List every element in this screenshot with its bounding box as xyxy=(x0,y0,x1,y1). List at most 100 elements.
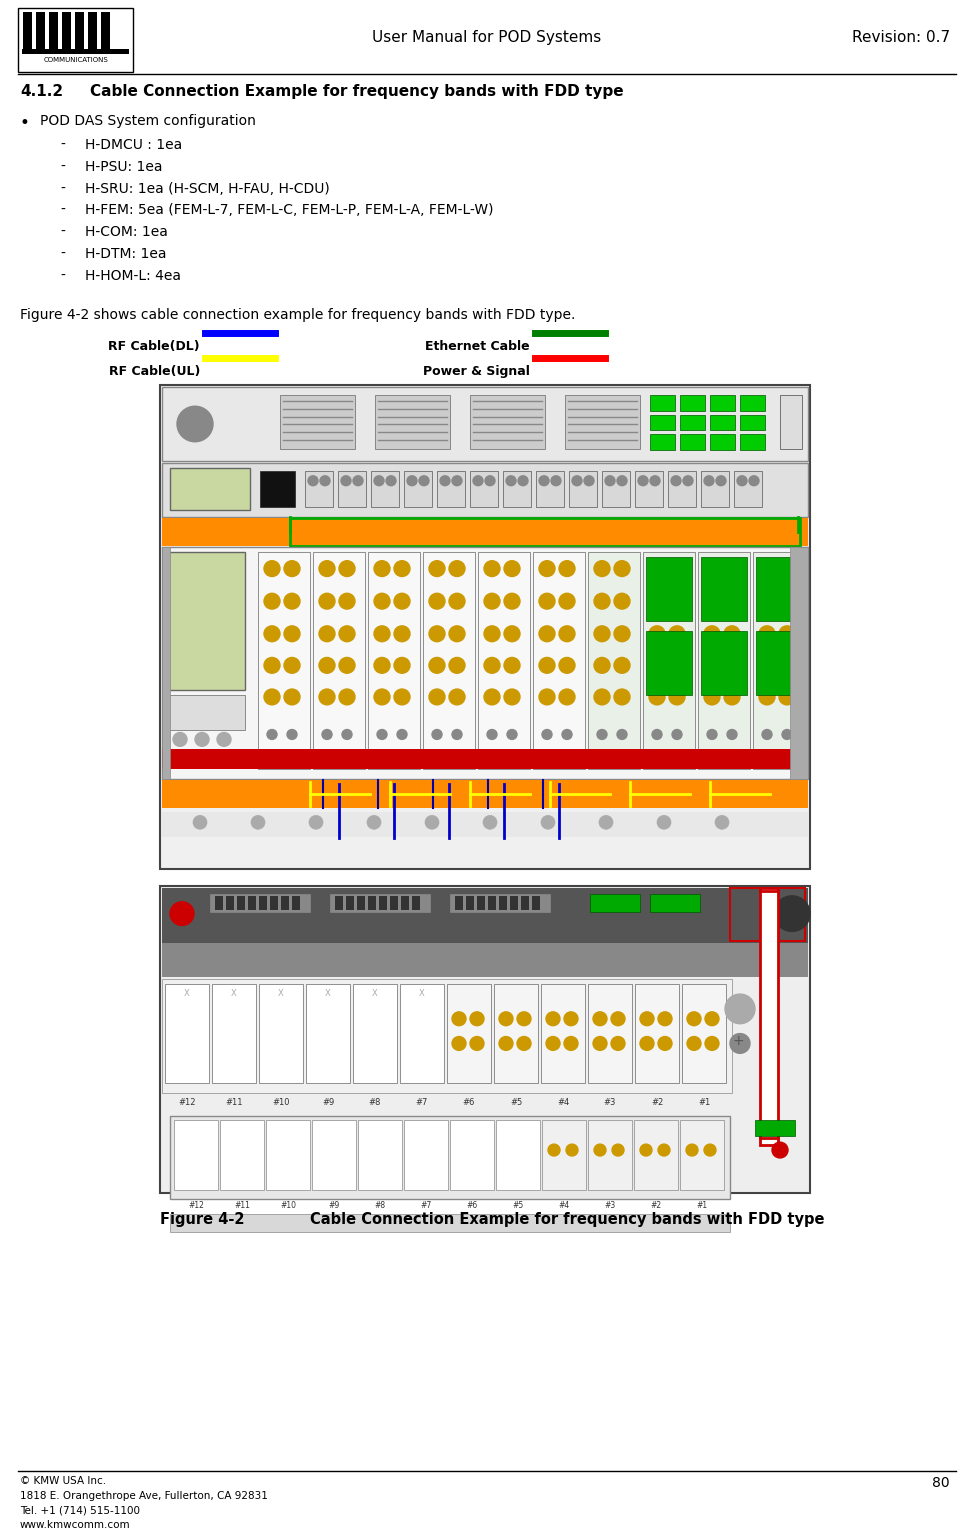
Text: #2: #2 xyxy=(651,1201,661,1210)
Bar xyxy=(404,471,432,507)
Bar xyxy=(740,394,765,411)
Circle shape xyxy=(779,561,795,576)
Circle shape xyxy=(267,730,277,739)
Bar xyxy=(379,896,387,910)
Circle shape xyxy=(725,995,755,1024)
Circle shape xyxy=(724,658,740,673)
Circle shape xyxy=(374,593,390,610)
Text: #8: #8 xyxy=(374,1201,386,1210)
Circle shape xyxy=(614,625,630,642)
Circle shape xyxy=(517,1036,531,1050)
Bar xyxy=(313,551,365,768)
Bar xyxy=(536,471,564,507)
Circle shape xyxy=(546,1012,560,1026)
Text: Figure 4-2 shows cable connection example for frequency bands with FDD type.: Figure 4-2 shows cable connection exampl… xyxy=(20,308,576,322)
Text: #7: #7 xyxy=(421,1201,431,1210)
Bar xyxy=(635,471,663,507)
Text: #8: #8 xyxy=(369,1098,381,1107)
Bar xyxy=(680,434,705,450)
Bar xyxy=(701,631,747,695)
Circle shape xyxy=(539,688,555,705)
Circle shape xyxy=(611,1036,625,1050)
Text: X: X xyxy=(231,989,237,998)
Circle shape xyxy=(716,476,726,485)
Circle shape xyxy=(669,625,685,642)
Circle shape xyxy=(517,1012,531,1026)
Bar xyxy=(646,557,692,621)
Circle shape xyxy=(374,688,390,705)
Bar xyxy=(335,896,343,910)
Text: #4: #4 xyxy=(557,1098,569,1107)
Bar xyxy=(280,394,355,450)
Bar xyxy=(258,551,310,768)
Text: Figure 4-2: Figure 4-2 xyxy=(160,1212,244,1227)
Circle shape xyxy=(484,625,500,642)
Bar xyxy=(18,8,133,72)
Text: -: - xyxy=(60,203,65,217)
Circle shape xyxy=(779,593,795,610)
Circle shape xyxy=(737,476,747,485)
Circle shape xyxy=(559,688,575,705)
Text: #9: #9 xyxy=(328,1201,340,1210)
Circle shape xyxy=(614,593,630,610)
Text: Cable Connection Example for frequency bands with FDD type: Cable Connection Example for frequency b… xyxy=(310,1212,825,1227)
Circle shape xyxy=(170,902,194,926)
Bar xyxy=(357,896,365,910)
Circle shape xyxy=(724,625,740,642)
Circle shape xyxy=(715,815,729,829)
Circle shape xyxy=(397,730,407,739)
Circle shape xyxy=(640,1036,654,1050)
Circle shape xyxy=(386,476,396,485)
Bar xyxy=(368,551,420,768)
Circle shape xyxy=(284,688,300,705)
Circle shape xyxy=(657,815,671,829)
Circle shape xyxy=(507,730,517,739)
Bar xyxy=(646,631,692,695)
Circle shape xyxy=(612,1144,624,1157)
Circle shape xyxy=(599,815,613,829)
Circle shape xyxy=(539,625,555,642)
Text: -: - xyxy=(60,268,65,282)
Circle shape xyxy=(669,658,685,673)
Circle shape xyxy=(546,1036,560,1050)
Bar xyxy=(541,984,585,1083)
Circle shape xyxy=(320,476,330,485)
Circle shape xyxy=(593,1036,607,1050)
Circle shape xyxy=(638,476,648,485)
Circle shape xyxy=(759,688,775,705)
Circle shape xyxy=(394,658,410,673)
Circle shape xyxy=(452,730,462,739)
Bar xyxy=(668,471,696,507)
Bar xyxy=(740,414,765,430)
Text: © KMW USA Inc.
1818 E. Orangethrope Ave, Fullerton, CA 92831
Tel. +1 (714) 515-1: © KMW USA Inc. 1818 E. Orangethrope Ave,… xyxy=(20,1475,268,1531)
Bar xyxy=(165,984,209,1083)
Circle shape xyxy=(779,688,795,705)
Bar xyxy=(160,887,810,1192)
Text: #5: #5 xyxy=(512,1201,524,1210)
Text: -: - xyxy=(60,182,65,196)
Circle shape xyxy=(440,476,450,485)
Bar xyxy=(565,394,640,450)
Circle shape xyxy=(687,1012,701,1026)
Text: User Manual for POD Systems: User Manual for POD Systems xyxy=(372,29,602,45)
Circle shape xyxy=(341,476,351,485)
Bar xyxy=(650,895,700,912)
Circle shape xyxy=(287,730,297,739)
Bar xyxy=(650,434,675,450)
Bar xyxy=(281,896,289,910)
Circle shape xyxy=(559,593,575,610)
Circle shape xyxy=(658,1012,672,1026)
Text: RF Cable(DL): RF Cable(DL) xyxy=(108,340,200,353)
Circle shape xyxy=(339,658,355,673)
Circle shape xyxy=(594,593,610,610)
Circle shape xyxy=(559,561,575,576)
Circle shape xyxy=(572,476,582,485)
Circle shape xyxy=(429,688,445,705)
Circle shape xyxy=(309,815,323,829)
Bar xyxy=(162,750,808,768)
Circle shape xyxy=(559,658,575,673)
Bar xyxy=(437,471,465,507)
Text: H-HOM-L: 4ea: H-HOM-L: 4ea xyxy=(85,268,181,282)
Bar xyxy=(477,896,485,910)
Text: H-SRU: 1ea (H-SCM, H-FAU, H-CDU): H-SRU: 1ea (H-SCM, H-FAU, H-CDU) xyxy=(85,182,330,196)
